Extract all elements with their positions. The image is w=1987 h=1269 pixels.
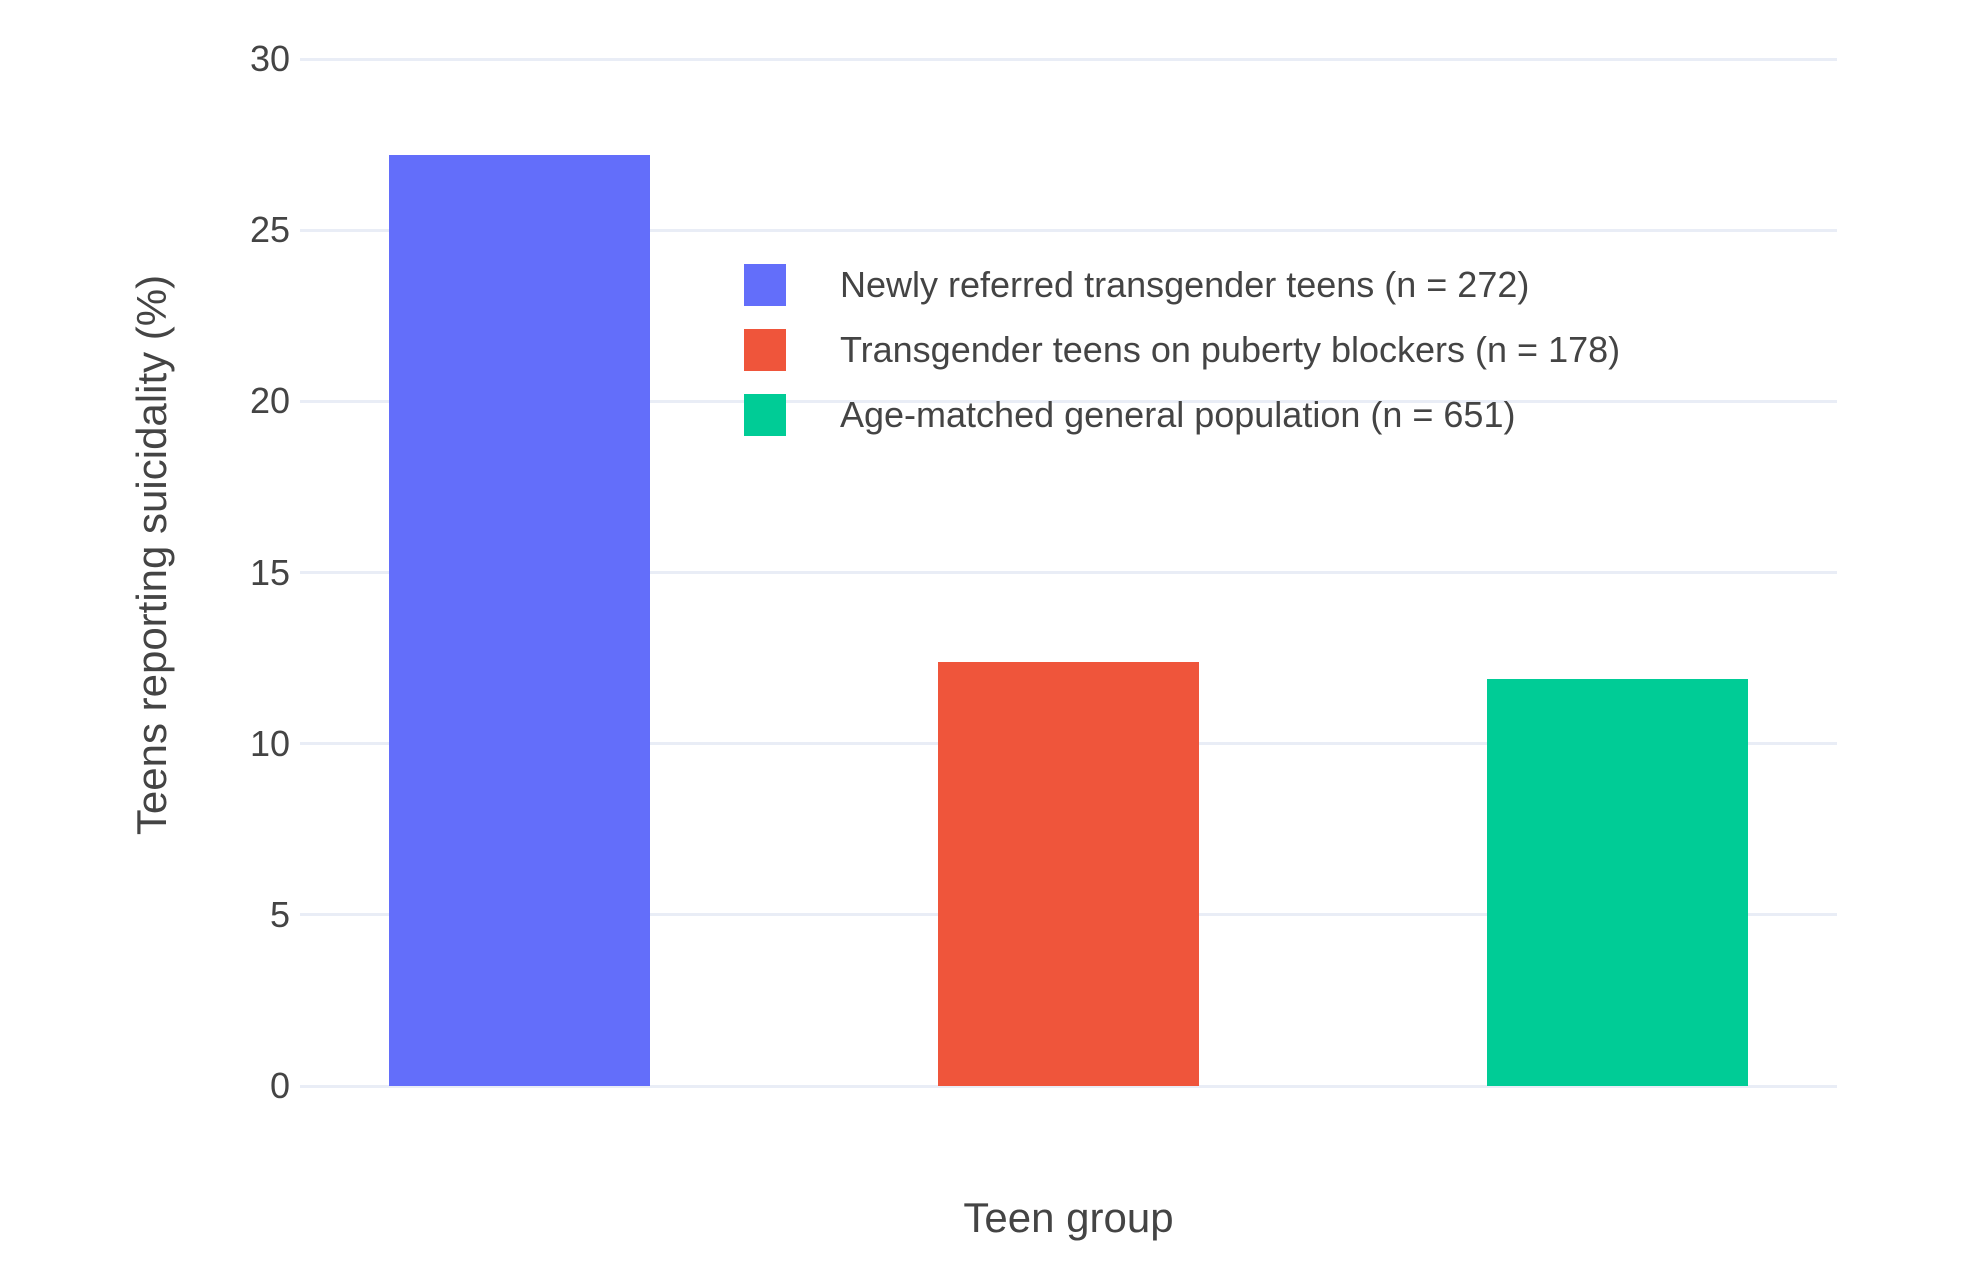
bar-1 [389,154,651,1086]
y-tick-label: 5 [269,893,290,935]
y-tick-label: 15 [249,551,290,593]
legend-label: Newly referred transgender teens (n = 27… [840,264,1530,305]
gridline [300,399,1837,403]
legend-swatch-icon [744,329,786,371]
legend-item-2[interactable]: Transgender teens on puberty blockers (n… [744,329,1620,371]
gridline [300,57,1837,61]
gridline [300,1084,1837,1088]
y-axis-title: Teens reporting suicidality (%) [128,274,175,836]
bar-2 [938,661,1199,1086]
y-tick-label: 20 [249,380,290,422]
y-tick-label: 30 [249,38,290,79]
legend-swatch-icon [744,264,786,306]
x-axis-title: Teen group [963,1194,1174,1241]
legend-item-3[interactable]: Age-matched general population (n = 651) [744,394,1515,436]
y-tick-label: 25 [249,209,290,251]
gridline [300,571,1837,574]
bar-3 [1486,678,1748,1086]
y-tick-label: 10 [249,722,290,764]
legend-swatch-icon [744,394,786,436]
legend-item-1[interactable]: Newly referred transgender teens (n = 27… [744,264,1529,306]
gridline [300,228,1837,232]
y-tick-label: 0 [269,1065,290,1106]
legend-label: Transgender teens on puberty blockers (n… [840,329,1621,370]
legend-label: Age-matched general population (n = 651) [840,394,1516,435]
